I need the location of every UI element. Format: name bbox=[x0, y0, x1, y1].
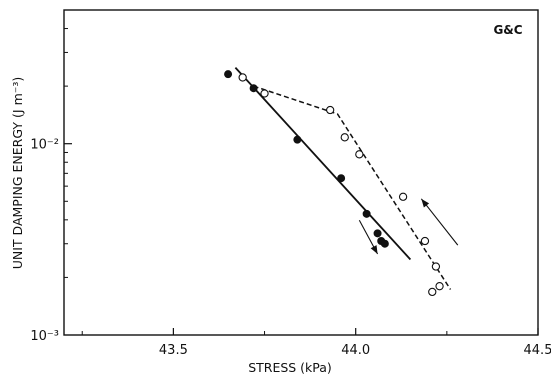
open-circle-point bbox=[238, 73, 247, 82]
tick-marks bbox=[64, 28, 539, 335]
open-circle-point bbox=[420, 236, 430, 246]
plot-frame bbox=[63, 9, 539, 336]
x-tick-label: 44.5 bbox=[524, 343, 551, 358]
arrow-shaft bbox=[420, 198, 459, 246]
filled-circle-point bbox=[224, 70, 233, 79]
tick-labels: 43.5 44.0 44.5 10⁻³ 10⁻² bbox=[30, 138, 551, 358]
filled-circle-point bbox=[337, 174, 346, 183]
open-circle-point bbox=[260, 89, 269, 98]
y-tick-label: 10⁻³ bbox=[30, 329, 59, 344]
open-circle-point bbox=[428, 287, 437, 297]
open-circle-point bbox=[340, 133, 349, 142]
x-tick-label: 44.0 bbox=[341, 343, 370, 358]
x-axis-title: STRESS (kPa) bbox=[248, 360, 332, 375]
y-axis-title: UNIT DAMPING ENERGY (J m⁻³) bbox=[10, 77, 25, 269]
y-tick-label: 10⁻² bbox=[30, 138, 59, 153]
filled-circle-point bbox=[373, 229, 382, 238]
arrow-head bbox=[370, 245, 378, 255]
open-circle-point bbox=[431, 262, 441, 271]
fit-lines bbox=[234, 66, 452, 290]
direction-arrows bbox=[358, 198, 459, 255]
dashed-fit-line bbox=[253, 85, 452, 290]
filled-circle-point bbox=[249, 84, 258, 93]
filled-circle-point bbox=[293, 135, 302, 144]
data-points bbox=[224, 70, 444, 297]
open-circle-point bbox=[355, 150, 364, 159]
annotation-label: G&C bbox=[493, 23, 522, 37]
solid-fit-line bbox=[234, 66, 412, 261]
open-circle-point bbox=[398, 192, 408, 201]
filled-circle-point bbox=[380, 239, 389, 248]
open-circle-point bbox=[435, 282, 444, 291]
x-tick-label: 43.5 bbox=[159, 343, 188, 358]
arrow-head bbox=[421, 198, 430, 208]
open-circle-point bbox=[326, 105, 335, 115]
filled-circle-point bbox=[362, 209, 371, 218]
